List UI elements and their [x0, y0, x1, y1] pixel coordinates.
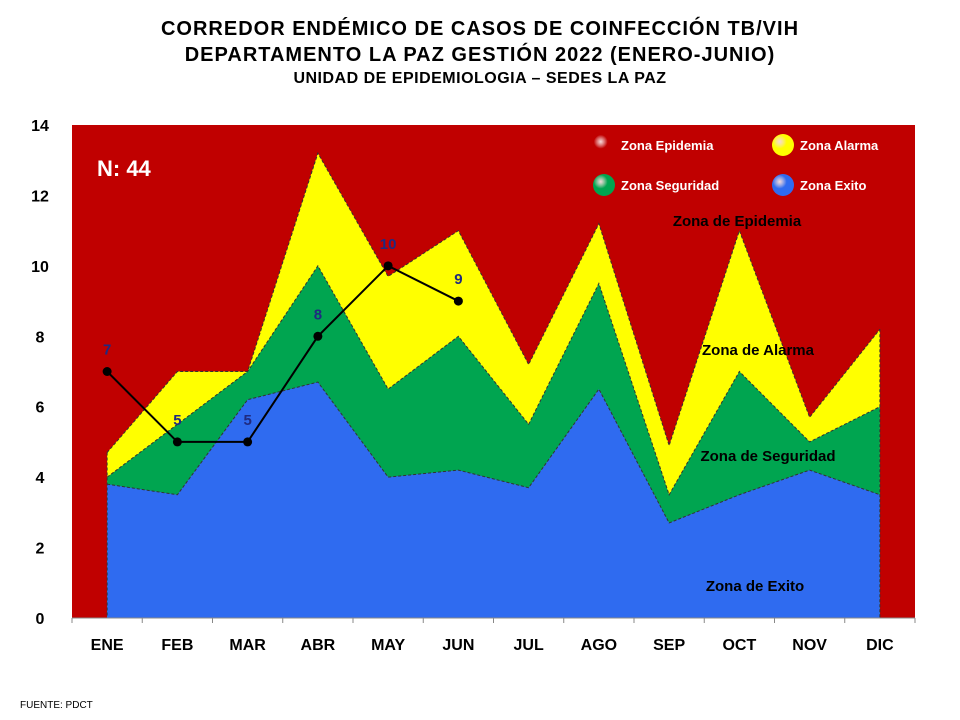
legend-item-exito-bullet: [772, 174, 794, 196]
x-tick-label: ABR: [301, 637, 336, 654]
y-tick-label: 6: [36, 400, 45, 417]
case-data-label: 8: [314, 306, 322, 323]
case-data-label: 5: [173, 412, 181, 429]
zone-seguridad-annotation: Zona de Seguridad: [700, 448, 835, 465]
chart-unit-title: UNIDAD DE EPIDEMIOLOGIA – SEDES LA PAZ: [293, 70, 667, 87]
legend-item-seguridad-bullet: [593, 174, 615, 196]
case-data-label: 7: [103, 342, 111, 359]
case-point: [102, 367, 112, 376]
y-tick-label: 8: [36, 329, 45, 346]
title-block: CORREDOR ENDÉMICO DE CASOS DE COINFECCIÓ…: [0, 16, 960, 90]
x-tick-label: ENE: [91, 637, 124, 654]
zone-alarma-boundary: [106, 151, 881, 453]
case-data-label: 5: [243, 412, 251, 429]
x-tick-label: JUL: [514, 637, 544, 654]
zone-exito-area: [107, 382, 880, 618]
legend-item-alarma-label: Zona Alarma: [800, 138, 879, 153]
zone-epidemia-annotation: Zona de Epidemia: [673, 213, 802, 230]
n-count-label: N: 44: [97, 156, 152, 181]
legend-item-epidemia-label: Zona Epidemia: [621, 138, 714, 153]
case-data-label: 10: [380, 236, 397, 253]
cases-line: [106, 264, 459, 443]
x-tick-label: OCT: [722, 637, 756, 654]
chart-subtitle: DEPARTAMENTO LA PAZ GESTIÓN 2022 (ENERO-…: [184, 44, 776, 66]
y-tick-label: 12: [31, 188, 49, 205]
zone-alarma-annotation: Zona de Alarma: [702, 342, 815, 359]
zone-exito-boundary: [107, 381, 881, 524]
x-tick-label: NOV: [792, 637, 827, 654]
y-tick-label: 2: [36, 541, 45, 558]
legend-item-seguridad-label: Zona Seguridad: [621, 178, 719, 193]
x-tick-label: JUN: [442, 637, 474, 654]
x-tick-label: FEB: [161, 637, 193, 654]
legend-item-alarma-bullet: [772, 134, 794, 156]
zone-seguridad-boundary: [106, 264, 881, 496]
x-tick-label: SEP: [653, 637, 685, 654]
zone-exito-annotation: Zona de Exito: [706, 578, 804, 595]
x-tick-label: AGO: [581, 637, 617, 654]
case-point: [453, 296, 463, 306]
case-point: [383, 261, 393, 271]
case-point: [243, 437, 253, 447]
y-tick-label: 14: [31, 118, 49, 135]
case-point: [313, 331, 323, 341]
x-tick-label: MAR: [229, 637, 266, 654]
source-note: FUENTE: PDCT: [20, 700, 93, 711]
x-tick-label: MAY: [371, 637, 405, 654]
y-tick-label: 0: [36, 611, 45, 628]
legend-item-exito-label: Zona Exito: [800, 178, 867, 193]
legend-item-epidemia-bullet: [593, 134, 615, 156]
y-tick-label: 10: [31, 259, 49, 276]
chart-title: CORREDOR ENDÉMICO DE CASOS DE COINFECCIÓ…: [160, 18, 800, 40]
case-point: [172, 437, 182, 447]
case-data-label: 9: [454, 271, 462, 288]
y-tick-label: 4: [36, 470, 45, 487]
x-tick-label: DIC: [866, 637, 894, 654]
